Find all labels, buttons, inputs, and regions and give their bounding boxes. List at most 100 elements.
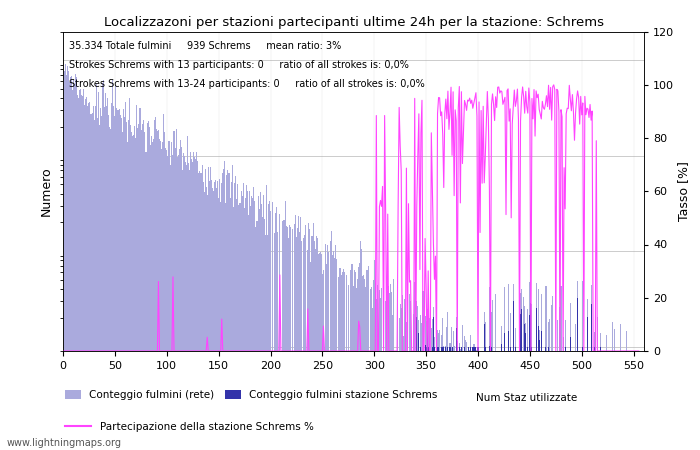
Bar [475,352,477,450]
Bar [120,117,122,450]
Bar [536,308,537,450]
Bar [88,103,90,450]
Bar [77,95,78,450]
Bar [265,235,266,450]
Bar [136,105,137,450]
Bar [470,346,471,450]
Bar [185,162,186,450]
Line: Partecipazione della stazione Schrems %: Partecipazione della stazione Schrems % [64,85,639,351]
Bar [356,288,357,450]
Bar [492,300,493,450]
Bar [199,171,200,450]
Bar [269,201,270,450]
Bar [545,286,546,450]
Bar [200,173,202,450]
Bar [80,90,81,450]
Bar [223,169,224,450]
Bar [425,316,426,450]
Bar [218,198,219,450]
Bar [166,150,167,450]
Bar [294,224,295,450]
Bar [253,187,254,450]
Bar [413,314,414,450]
Bar [367,270,368,450]
Bar [240,203,241,450]
Bar [288,225,290,450]
Bar [160,141,161,450]
Bar [68,71,69,450]
Bar [190,152,191,450]
Bar [456,341,458,450]
Bar [495,294,496,450]
Bar [172,155,174,450]
Bar [398,318,400,450]
Bar [141,130,142,450]
Bar [464,346,465,450]
Bar [292,230,293,450]
Bar [354,270,355,450]
Bar [400,308,402,450]
Bar [470,335,471,450]
Bar [129,98,130,450]
Bar [112,80,113,450]
Bar [455,358,456,450]
Bar [428,318,430,450]
Bar [521,310,522,450]
Bar [484,346,486,450]
Bar [230,182,232,450]
Bar [538,288,539,450]
Bar [245,198,246,450]
Bar [215,180,216,450]
Bar [443,346,444,450]
Partecipazione della stazione Schrems % [197,348,205,354]
Bar [86,97,88,450]
Bar [460,349,461,450]
Bar [437,330,438,450]
Bar [409,294,410,450]
Partecipazione della stazione Schrems % [550,82,558,88]
Bar [433,307,434,450]
Bar [221,183,223,450]
Bar [243,184,244,450]
Bar [442,346,443,450]
Bar [353,286,354,450]
Bar [304,235,305,450]
Bar [126,122,127,450]
Bar [264,219,265,450]
Bar [475,346,477,450]
Bar [389,293,391,450]
Bar [549,319,550,450]
Bar [520,314,521,450]
Bar [260,203,262,450]
Bar [165,148,166,450]
Bar [414,282,415,450]
Bar [358,267,359,450]
Bar [447,312,449,450]
Bar [316,238,318,450]
Bar [272,202,273,450]
Bar [489,346,490,450]
Bar [477,346,479,450]
Bar [246,185,247,450]
Bar [103,80,104,450]
Bar [425,345,426,450]
Bar [197,162,198,450]
Bar [198,173,200,450]
Bar [106,106,107,450]
Bar [248,215,249,450]
Bar [376,298,377,450]
Partecipazione della stazione Schrems % [635,348,643,354]
Bar [575,324,576,450]
Bar [514,346,516,450]
Y-axis label: Tasso [%]: Tasso [%] [677,161,690,221]
Bar [184,156,185,450]
Bar [449,343,451,450]
Bar [274,233,275,450]
Bar [489,287,490,450]
Bar [118,109,120,450]
Bar [79,90,80,450]
Bar [407,305,408,450]
Bar [226,175,228,450]
Bar [277,232,279,450]
Bar [524,306,525,450]
